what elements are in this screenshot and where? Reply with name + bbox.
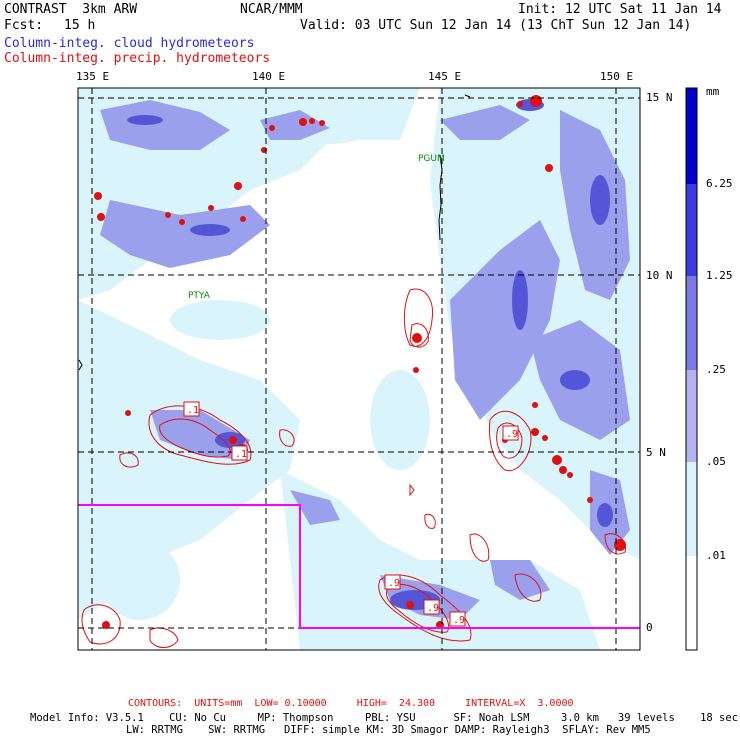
colorbar-level: .05 (706, 455, 726, 468)
lat-label: 0 (646, 621, 653, 634)
colorbar-level: .01 (706, 549, 726, 562)
field-precip-label: Column-integ. precip. hydrometeors (4, 51, 271, 66)
contour-label: .9 (388, 578, 400, 589)
colorbar-unit: mm (706, 85, 720, 98)
station-ptya: PTYA (188, 291, 211, 301)
colorbar-swatch (686, 276, 697, 370)
precip-contours (81, 288, 626, 648)
contour-label-texts: .1 .9 .9 .9 .1 .9 (187, 405, 518, 626)
graticule (78, 88, 640, 650)
contour-label: .9 (453, 615, 465, 626)
colorbar-level: 1.25 (706, 269, 733, 282)
forecast-label: Fcst: (4, 18, 44, 33)
lat-label: 5 N (646, 446, 666, 459)
lat-label: 10 N (646, 269, 673, 282)
cloud-dark-areas (127, 99, 613, 610)
model-title: CONTRAST 3km ARW (4, 2, 138, 17)
lon-label: 145 E (428, 70, 462, 83)
colorbar (685, 87, 698, 651)
station-labels: PGUM PTYA (188, 154, 445, 301)
domain-boundary (78, 504, 640, 629)
contour-label: .9 (427, 603, 439, 614)
lon-label: 150 E (600, 70, 634, 83)
lat-label: 15 N (646, 91, 673, 104)
colorbar-swatch (686, 184, 697, 276)
coastlines (78, 94, 471, 371)
org-label: NCAR/MMM (240, 2, 303, 17)
valid-time: Valid: 03 UTC Sun 12 Jan 14 (13 ChT Sun … (300, 18, 692, 33)
station-pgum: PGUM (418, 154, 445, 164)
contour-label-boxes (183, 401, 519, 627)
colorbar-level: .25 (706, 363, 726, 376)
colorbar-swatch (686, 88, 697, 184)
init-time: Init: 12 UTC Sat 11 Jan 14 (518, 2, 722, 17)
lon-label: 140 E (252, 70, 286, 83)
lon-label: 135 E (76, 70, 110, 83)
model-info-2: LW: RRTMG SW: RRTMG DIFF: simple KM: 3D … (126, 724, 651, 736)
contour-info: CONTOURS: UNITS=mm LOW= 0.10000 HIGH= 24… (128, 698, 574, 709)
model-info: Model Info: V3.5.1 CU: No Cu MP: Thompso… (30, 712, 739, 724)
cloud-mid-areas (100, 100, 630, 620)
contour-label: .1 (187, 405, 199, 416)
contour-label: .9 (506, 429, 518, 440)
forecast-hours: 15 h (64, 18, 96, 33)
contour-label: .1 (235, 449, 247, 460)
colorbar-swatch (686, 370, 697, 462)
map-frame (77, 87, 641, 651)
colorbar-swatch (686, 556, 697, 650)
field-cloud-label: Column-integ. cloud hydrometeors (4, 36, 255, 51)
colorbar-level: 6.25 (706, 177, 733, 190)
colorbar-swatch (686, 462, 697, 556)
